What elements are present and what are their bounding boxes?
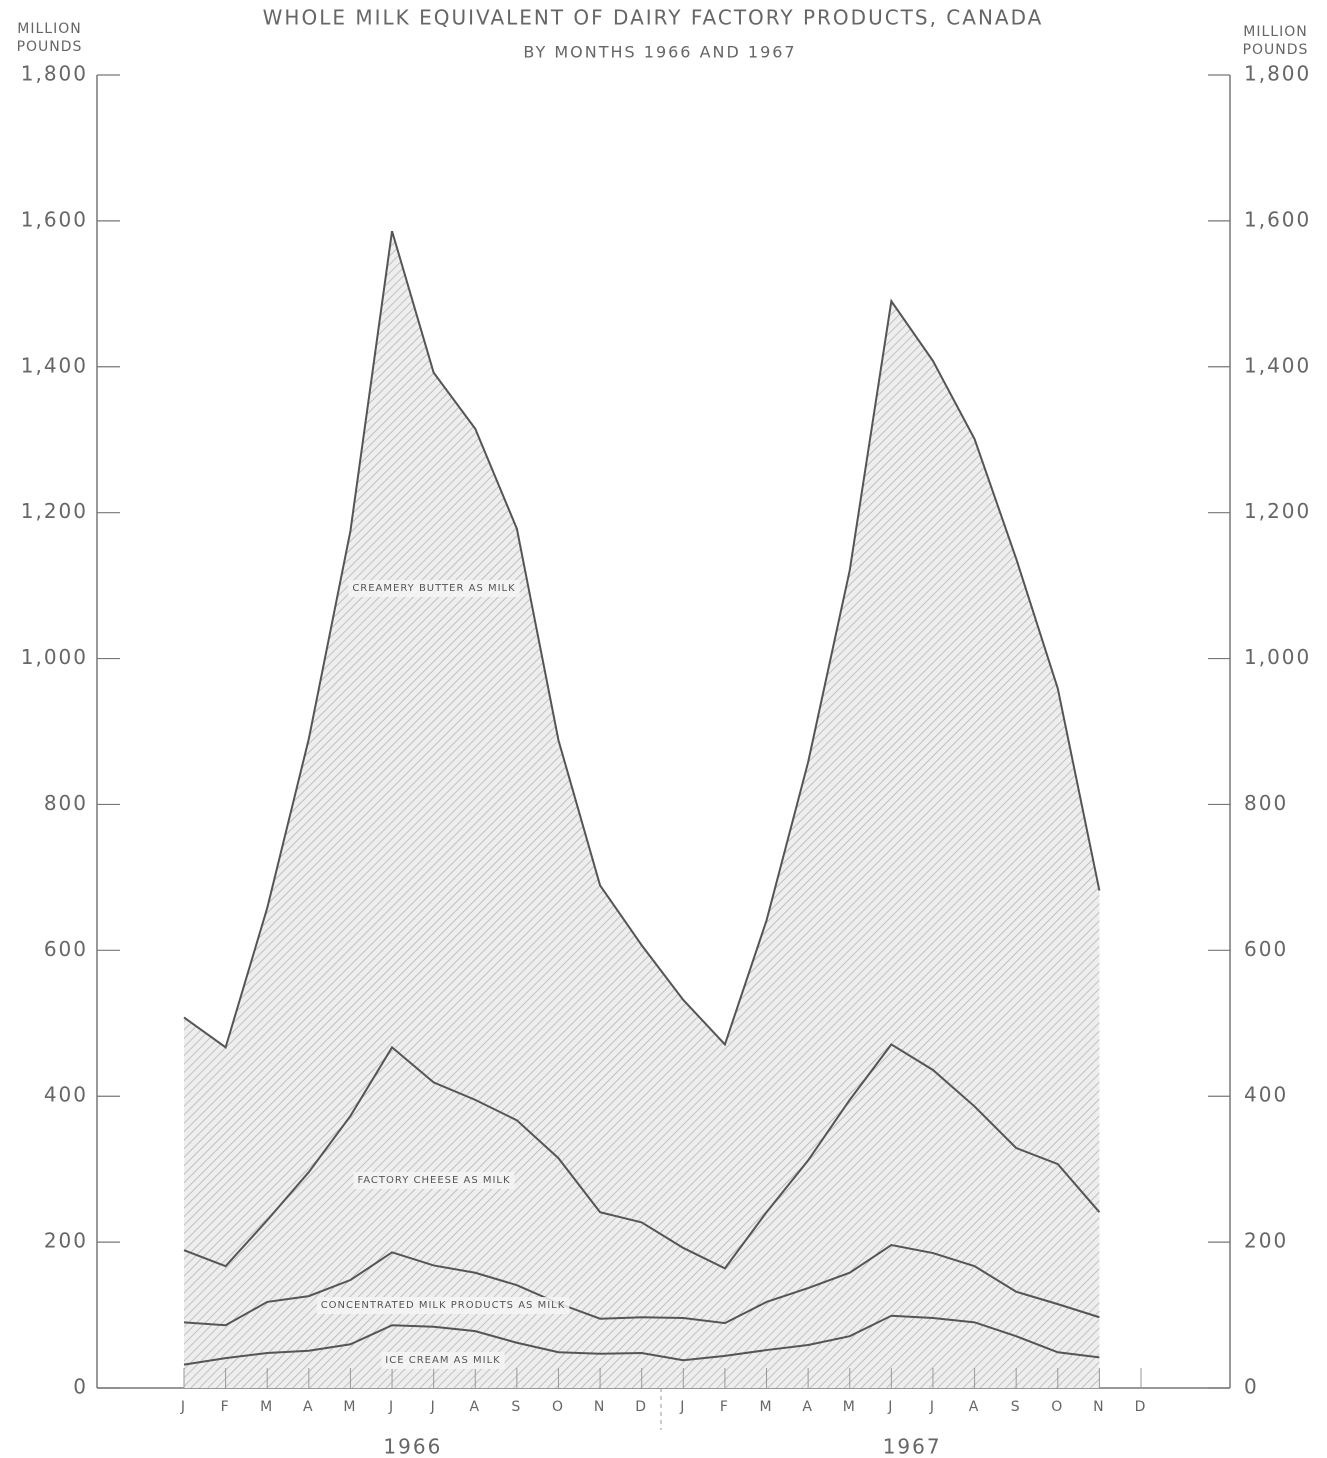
- x-tick-label: J: [430, 1399, 437, 1415]
- y2-tick-label: 600: [1244, 937, 1288, 961]
- x-tick-label: J: [180, 1399, 187, 1415]
- area-label-bg: [381, 1352, 505, 1369]
- y2-tick-label: 0: [1244, 1375, 1259, 1399]
- y2-tick-label: 800: [1244, 791, 1288, 815]
- x-tick-label: M: [343, 1399, 357, 1415]
- x-tick-label: M: [843, 1399, 857, 1415]
- x-tick-label: F: [720, 1399, 730, 1415]
- series-line: [183, 1243, 1100, 1327]
- y-tick-label: 1,200: [21, 499, 88, 523]
- y2-tick-label: 1,200: [1244, 499, 1311, 523]
- x-tick-label: N: [594, 1399, 606, 1415]
- area-label: CREAMERY BUTTER AS MILK: [352, 583, 515, 594]
- chart-subtitle: BY MONTHS 1966 AND 1967: [523, 43, 796, 62]
- series-line: [183, 230, 1101, 1049]
- y-axis-label: MILLION POUNDS: [16, 21, 83, 55]
- area-label-bg: [353, 1172, 515, 1189]
- y-tick-label: 1,800: [21, 62, 88, 86]
- y2-tick-label: 1,400: [1244, 353, 1311, 377]
- x-tick-label: J: [929, 1399, 936, 1415]
- stacked-area: [184, 231, 1100, 1389]
- area-label: ICE CREAM AS MILK: [385, 1355, 500, 1366]
- x-tick-label: A: [303, 1399, 315, 1415]
- y-tick-label: 1,600: [21, 207, 88, 231]
- x-tick-label: F: [221, 1399, 231, 1415]
- y-tick-label: 1,000: [21, 645, 88, 669]
- y-tick-label: 200: [44, 1229, 88, 1253]
- y-tick-label: 0: [73, 1375, 88, 1399]
- x-tick-label: D: [1135, 1399, 1148, 1415]
- y-tick-label: 800: [44, 791, 88, 815]
- x-tick-label: D: [635, 1399, 648, 1415]
- year-label: 1967: [883, 1435, 942, 1458]
- x-tick-label: A: [469, 1399, 481, 1415]
- y2-tick-label: 200: [1244, 1229, 1288, 1253]
- area-label: FACTORY CHEESE AS MILK: [357, 1175, 510, 1186]
- y-tick-label: 1,400: [21, 353, 88, 377]
- x-tick-label: N: [1093, 1399, 1105, 1415]
- chart-title: WHOLE MILK EQUIVALENT OF DAIRY FACTORY P…: [263, 6, 1044, 30]
- x-tick-label: M: [759, 1399, 773, 1415]
- series-line: [183, 1314, 1100, 1366]
- y2-tick-label: 1,800: [1244, 62, 1311, 86]
- area-label-bg: [316, 1297, 570, 1314]
- x-tick-label: J: [679, 1399, 686, 1415]
- area-label-bg: [348, 580, 520, 597]
- area-label: CONCENTRATED MILK PRODUCTS AS MILK: [321, 1300, 566, 1311]
- y2-axis-label: MILLION POUNDS: [1242, 24, 1309, 58]
- x-tick-label: S: [511, 1399, 522, 1415]
- year-label: 1966: [383, 1435, 442, 1458]
- y-tick-label: 400: [44, 1083, 88, 1107]
- x-tick-label: O: [1051, 1399, 1064, 1415]
- x-tick-label: M: [260, 1399, 274, 1415]
- y-tick-label: 600: [44, 937, 88, 961]
- y2-tick-label: 1,600: [1244, 207, 1311, 231]
- x-tick-label: J: [887, 1399, 894, 1415]
- series-line: [183, 1043, 1101, 1270]
- x-tick-label: A: [969, 1399, 981, 1415]
- y-axis-label-box: MILLION POUNDS: [16, 21, 83, 55]
- y2-tick-label: 400: [1244, 1083, 1288, 1107]
- x-tick-label: A: [802, 1399, 814, 1415]
- y2-axis-label-box: MILLION POUNDS: [1242, 24, 1309, 58]
- x-tick-label: O: [552, 1399, 565, 1415]
- x-tick-label: S: [1011, 1399, 1022, 1415]
- y2-tick-label: 1,000: [1244, 645, 1311, 669]
- x-tick-label: J: [388, 1399, 395, 1415]
